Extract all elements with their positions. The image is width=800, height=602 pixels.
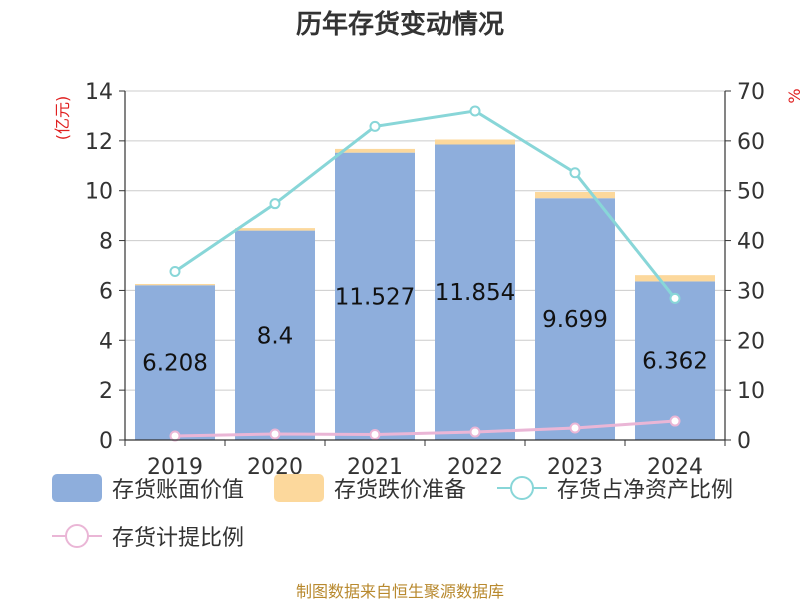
y-tick-label: 2 xyxy=(99,379,113,404)
line-point xyxy=(469,426,481,438)
y2-tick-label: 20 xyxy=(737,329,765,354)
line-point xyxy=(469,105,481,117)
bar xyxy=(635,281,715,440)
legend-label: 存货跌价准备 xyxy=(334,478,467,503)
y2-axis-label: % xyxy=(785,88,800,103)
line-point xyxy=(669,415,681,427)
y-tick-label: 10 xyxy=(85,180,113,205)
legend-item-net-asset-ratio[interactable]: 存货占净资产比例 xyxy=(497,470,733,506)
y2-tick-label: 50 xyxy=(737,180,765,205)
bar xyxy=(535,191,615,199)
bar-data-label: 8.4 xyxy=(257,323,294,349)
y2-tick-label: 30 xyxy=(737,279,765,304)
legend-swatch xyxy=(274,474,324,502)
bar-data-label: 6.362 xyxy=(642,349,708,375)
y2-tick-label: 0 xyxy=(737,429,751,454)
legend-item-provision-ratio[interactable]: 存货计提比例 xyxy=(52,518,244,554)
chart-title: 历年存货变动情况 xyxy=(295,10,504,40)
line-point xyxy=(369,120,381,132)
line-point xyxy=(369,429,381,441)
line-point xyxy=(169,265,181,277)
legend-line-icon xyxy=(497,474,547,502)
bar xyxy=(335,152,415,440)
y-tick-label: 12 xyxy=(85,130,113,155)
y2-tick-label: 40 xyxy=(737,230,765,255)
legend-label: 存货账面价值 xyxy=(112,478,245,503)
bar xyxy=(235,228,315,231)
legend-label: 存货占净资产比例 xyxy=(557,478,734,503)
x-tick-label: 2019 xyxy=(147,455,203,480)
legend-label: 存货计提比例 xyxy=(112,526,245,551)
bar-data-label: 11.527 xyxy=(335,284,415,310)
legend-item-inventory-value[interactable]: 存货账面价值 xyxy=(52,470,244,506)
y-tick-label: 8 xyxy=(99,230,113,255)
line-point xyxy=(269,428,281,440)
bar xyxy=(235,230,315,440)
bar xyxy=(435,144,515,441)
x-tick-label: 2024 xyxy=(647,455,703,480)
y-tick-label: 6 xyxy=(99,279,113,304)
y-tick-label: 4 xyxy=(99,329,113,354)
bar xyxy=(535,198,615,440)
bar xyxy=(135,285,215,440)
y-axis-label: (亿元) xyxy=(53,96,72,141)
legend-item-impairment[interactable]: 存货跌价准备 xyxy=(274,470,466,506)
bar-data-label: 11.854 xyxy=(435,280,515,306)
x-tick-label: 2023 xyxy=(547,455,603,480)
bar xyxy=(435,139,515,145)
legend-line-icon xyxy=(52,522,102,550)
y-tick-label: 14 xyxy=(85,80,113,105)
line-point xyxy=(269,198,281,210)
bar xyxy=(335,148,415,153)
series-line xyxy=(174,419,676,438)
y-tick-label: 0 xyxy=(99,429,113,454)
bar-data-label: 9.699 xyxy=(542,307,608,333)
y2-tick-label: 60 xyxy=(737,130,765,155)
line-point xyxy=(669,292,681,304)
x-tick-label: 2021 xyxy=(347,455,403,480)
y2-tick-label: 10 xyxy=(737,379,765,404)
bar-data-label: 6.208 xyxy=(142,351,208,377)
legend-swatch xyxy=(52,474,102,502)
bar xyxy=(135,283,215,286)
line-point xyxy=(569,167,581,179)
line-point xyxy=(169,430,181,442)
x-tick-label: 2022 xyxy=(447,455,503,480)
y2-tick-label: 70 xyxy=(737,80,765,105)
source-footer: 制图数据来自恒生聚源数据库 xyxy=(295,582,504,601)
bar xyxy=(635,275,715,282)
series-line xyxy=(174,109,677,300)
line-point xyxy=(569,422,581,434)
